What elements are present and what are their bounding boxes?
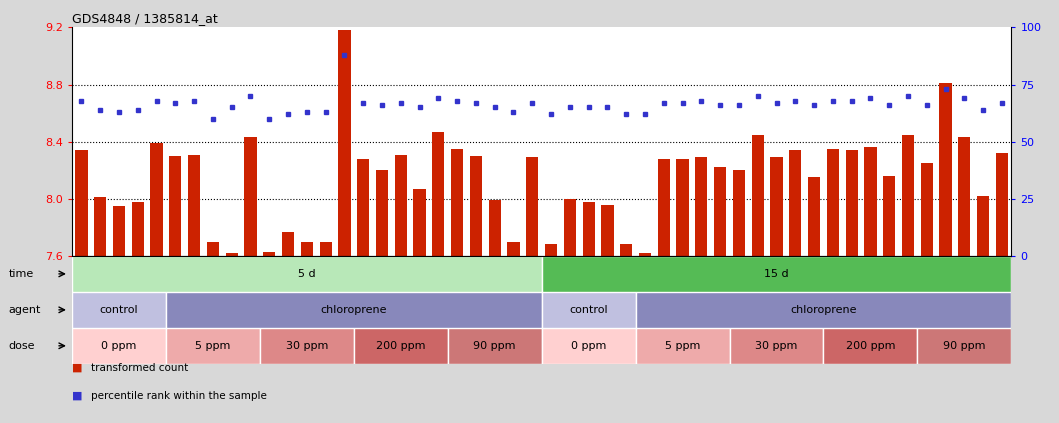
Text: GDS4848 / 1385814_at: GDS4848 / 1385814_at [72, 12, 218, 25]
Bar [507, 242, 520, 256]
Text: agent: agent [8, 305, 41, 315]
Bar [245, 137, 256, 256]
Text: 0 ppm: 0 ppm [102, 341, 137, 351]
Text: 90 ppm: 90 ppm [473, 341, 516, 351]
Bar [808, 177, 820, 256]
Text: ■: ■ [72, 390, 83, 401]
Bar [226, 253, 238, 256]
Text: dose: dose [8, 341, 35, 351]
Bar [169, 156, 181, 256]
Text: 30 ppm: 30 ppm [286, 341, 328, 351]
Bar [166, 328, 259, 364]
Bar [752, 135, 764, 256]
Text: 200 ppm: 200 ppm [376, 341, 426, 351]
Text: 200 ppm: 200 ppm [846, 341, 895, 351]
Bar [789, 150, 802, 256]
Bar [563, 199, 576, 256]
Bar [264, 252, 275, 256]
Bar [733, 170, 746, 256]
Bar [542, 256, 1011, 292]
Bar [357, 159, 370, 256]
Bar [131, 202, 144, 256]
Bar [166, 292, 542, 328]
Bar [677, 159, 688, 256]
Bar [72, 292, 166, 328]
Bar [545, 244, 557, 256]
Bar [488, 200, 501, 256]
Bar [920, 163, 933, 256]
Bar [714, 168, 726, 256]
Bar [917, 328, 1011, 364]
Text: control: control [100, 305, 139, 315]
Bar [658, 159, 670, 256]
Bar [730, 328, 824, 364]
Text: 0 ppm: 0 ppm [571, 341, 607, 351]
Bar [526, 157, 538, 256]
Bar [824, 328, 917, 364]
Bar [542, 292, 635, 328]
Bar [621, 244, 632, 256]
Bar [958, 137, 970, 256]
Text: ■: ■ [72, 363, 83, 373]
Text: 15 d: 15 d [765, 269, 789, 279]
Bar [939, 83, 952, 256]
Bar [189, 154, 200, 256]
Bar [582, 202, 595, 256]
Bar [432, 132, 445, 256]
Bar [451, 149, 463, 256]
Bar [602, 204, 613, 256]
Bar [338, 30, 351, 256]
Bar [770, 157, 783, 256]
Bar [75, 150, 88, 256]
Text: 5 ppm: 5 ppm [665, 341, 700, 351]
Bar [413, 189, 426, 256]
Text: control: control [570, 305, 608, 315]
Bar [72, 256, 542, 292]
Bar [395, 154, 407, 256]
Bar [150, 143, 163, 256]
Bar [301, 242, 313, 256]
Bar [977, 196, 989, 256]
Text: time: time [8, 269, 34, 279]
Bar [542, 328, 635, 364]
Text: 5 d: 5 d [298, 269, 316, 279]
Bar [902, 135, 914, 256]
Text: 5 ppm: 5 ppm [195, 341, 231, 351]
Bar [635, 292, 1011, 328]
Text: 30 ppm: 30 ppm [755, 341, 797, 351]
Bar [639, 253, 651, 256]
Bar [883, 176, 895, 256]
Bar [113, 206, 125, 256]
Text: percentile rank within the sample: percentile rank within the sample [91, 390, 267, 401]
Bar [207, 242, 219, 256]
Text: chloroprene: chloroprene [790, 305, 857, 315]
Bar [94, 198, 106, 256]
Bar [72, 328, 166, 364]
Bar [635, 328, 730, 364]
Bar [845, 150, 858, 256]
Bar [376, 170, 388, 256]
Bar [448, 328, 542, 364]
Bar [696, 157, 707, 256]
Bar [282, 232, 294, 256]
Text: chloroprene: chloroprene [321, 305, 387, 315]
Bar [259, 328, 354, 364]
Bar [827, 149, 839, 256]
Bar [470, 156, 482, 256]
Bar [354, 328, 448, 364]
Bar [320, 242, 331, 256]
Text: 90 ppm: 90 ppm [944, 341, 986, 351]
Bar [864, 148, 877, 256]
Text: transformed count: transformed count [91, 363, 189, 373]
Bar [995, 153, 1008, 256]
